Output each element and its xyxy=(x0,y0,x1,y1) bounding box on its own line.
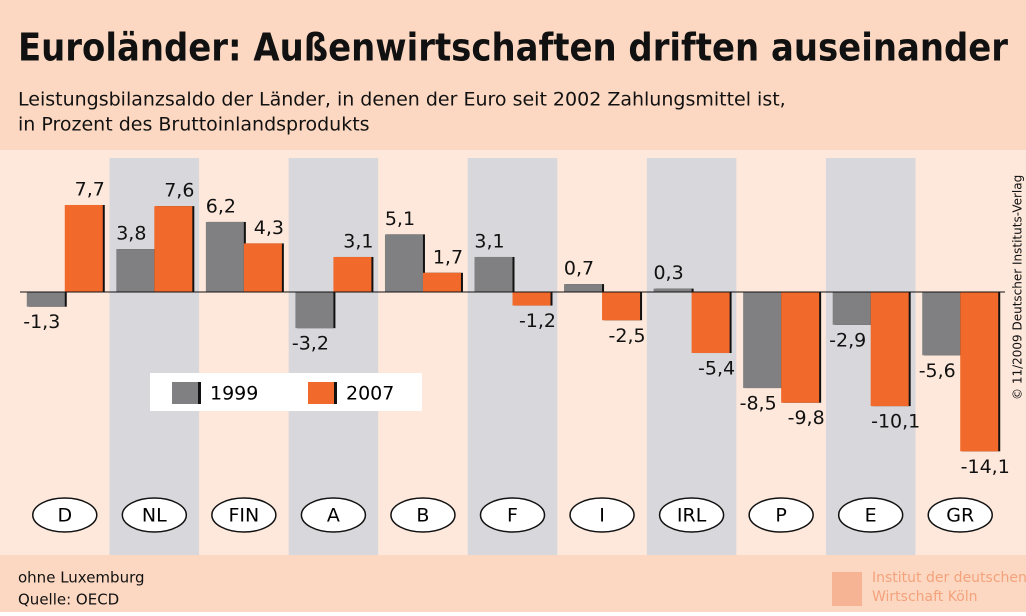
data-label: -10,1 xyxy=(871,411,920,433)
data-label: 5,1 xyxy=(385,208,415,230)
bar xyxy=(691,292,730,354)
data-label: -2,5 xyxy=(609,325,646,347)
category-oval xyxy=(121,497,188,533)
data-label: -8,5 xyxy=(740,393,777,415)
legend-label: 2007 xyxy=(346,383,394,405)
category-oval xyxy=(390,497,456,533)
logo-icon xyxy=(832,572,862,606)
bar xyxy=(295,292,334,329)
logo-text: Institut der deutschen xyxy=(872,570,1026,586)
x-tick-label: FIN xyxy=(228,505,259,527)
chart-title: Euroländer: Außenwirtschaften driften au… xyxy=(18,26,1008,70)
category-oval xyxy=(569,497,635,533)
bar xyxy=(832,292,871,325)
x-tick-label: I xyxy=(599,505,605,527)
x-tick-label: IRL xyxy=(677,505,707,527)
category-oval xyxy=(211,497,277,533)
subtitle: in Prozent des Bruttoinlandsprodukts xyxy=(18,114,370,136)
x-tick-label: NL xyxy=(142,505,167,527)
bar xyxy=(64,204,103,292)
category-oval xyxy=(479,497,546,533)
column-band xyxy=(646,158,737,555)
category-oval xyxy=(927,497,993,533)
legend-swatch-shadow xyxy=(334,382,337,404)
data-label: -9,8 xyxy=(788,407,825,429)
category-oval xyxy=(32,497,98,533)
data-label: 3,1 xyxy=(474,230,504,252)
bar xyxy=(333,256,372,292)
bar xyxy=(474,256,513,292)
bar xyxy=(870,292,909,407)
data-label: -5,4 xyxy=(698,358,735,380)
bar xyxy=(422,272,461,292)
data-label: -3,2 xyxy=(292,333,329,355)
data-label: 1,7 xyxy=(433,246,463,268)
data-label: -2,9 xyxy=(829,329,866,351)
x-tick-label: E xyxy=(865,505,877,527)
bar xyxy=(653,288,692,292)
logo-text: Wirtschaft Köln xyxy=(872,589,978,605)
column-band xyxy=(288,158,379,555)
subtitle: Leistungsbilanzsaldo der Länder, in dene… xyxy=(18,89,786,111)
data-label: 7,7 xyxy=(75,178,105,200)
copyright: © 11/2009 Deutscher Instituts-Verlag xyxy=(1011,175,1025,400)
data-label: -5,6 xyxy=(919,360,956,382)
category-oval xyxy=(748,497,814,533)
legend-swatch-shadow xyxy=(198,382,201,404)
bar xyxy=(243,243,282,292)
bar xyxy=(743,292,782,389)
bar xyxy=(512,292,551,306)
column-band xyxy=(467,158,558,555)
data-label: 4,3 xyxy=(254,217,284,239)
legend-swatch xyxy=(308,382,334,404)
x-tick-label: F xyxy=(507,505,518,527)
bar xyxy=(26,292,65,307)
bar xyxy=(154,206,193,292)
category-oval xyxy=(658,497,725,533)
data-label: 3,8 xyxy=(116,223,146,245)
bar xyxy=(960,292,999,452)
x-tick-label: D xyxy=(57,505,72,527)
data-label: -1,2 xyxy=(519,310,556,332)
note: Quelle: OECD xyxy=(18,591,119,609)
category-oval xyxy=(300,497,367,533)
bar xyxy=(781,292,820,403)
bar xyxy=(564,284,603,292)
bar xyxy=(384,234,423,292)
x-tick-label: B xyxy=(416,505,429,527)
data-label: 6,2 xyxy=(206,195,236,217)
x-tick-label: P xyxy=(775,505,786,527)
bar xyxy=(922,292,961,356)
data-label: 0,3 xyxy=(653,262,683,284)
bar xyxy=(602,292,641,321)
data-label: 7,6 xyxy=(164,180,194,202)
data-label: -14,1 xyxy=(961,456,1010,478)
x-tick-label: GR xyxy=(946,505,974,527)
legend-label: 1999 xyxy=(210,383,258,405)
x-tick-label: A xyxy=(327,505,340,527)
note: ohne Luxemburg xyxy=(18,569,145,587)
data-label: 3,1 xyxy=(343,230,373,252)
bar xyxy=(205,221,244,292)
data-label: -1,3 xyxy=(23,311,60,333)
data-label: 0,7 xyxy=(564,258,594,280)
category-oval xyxy=(837,497,904,533)
bar xyxy=(116,249,155,292)
legend-swatch xyxy=(172,382,198,404)
